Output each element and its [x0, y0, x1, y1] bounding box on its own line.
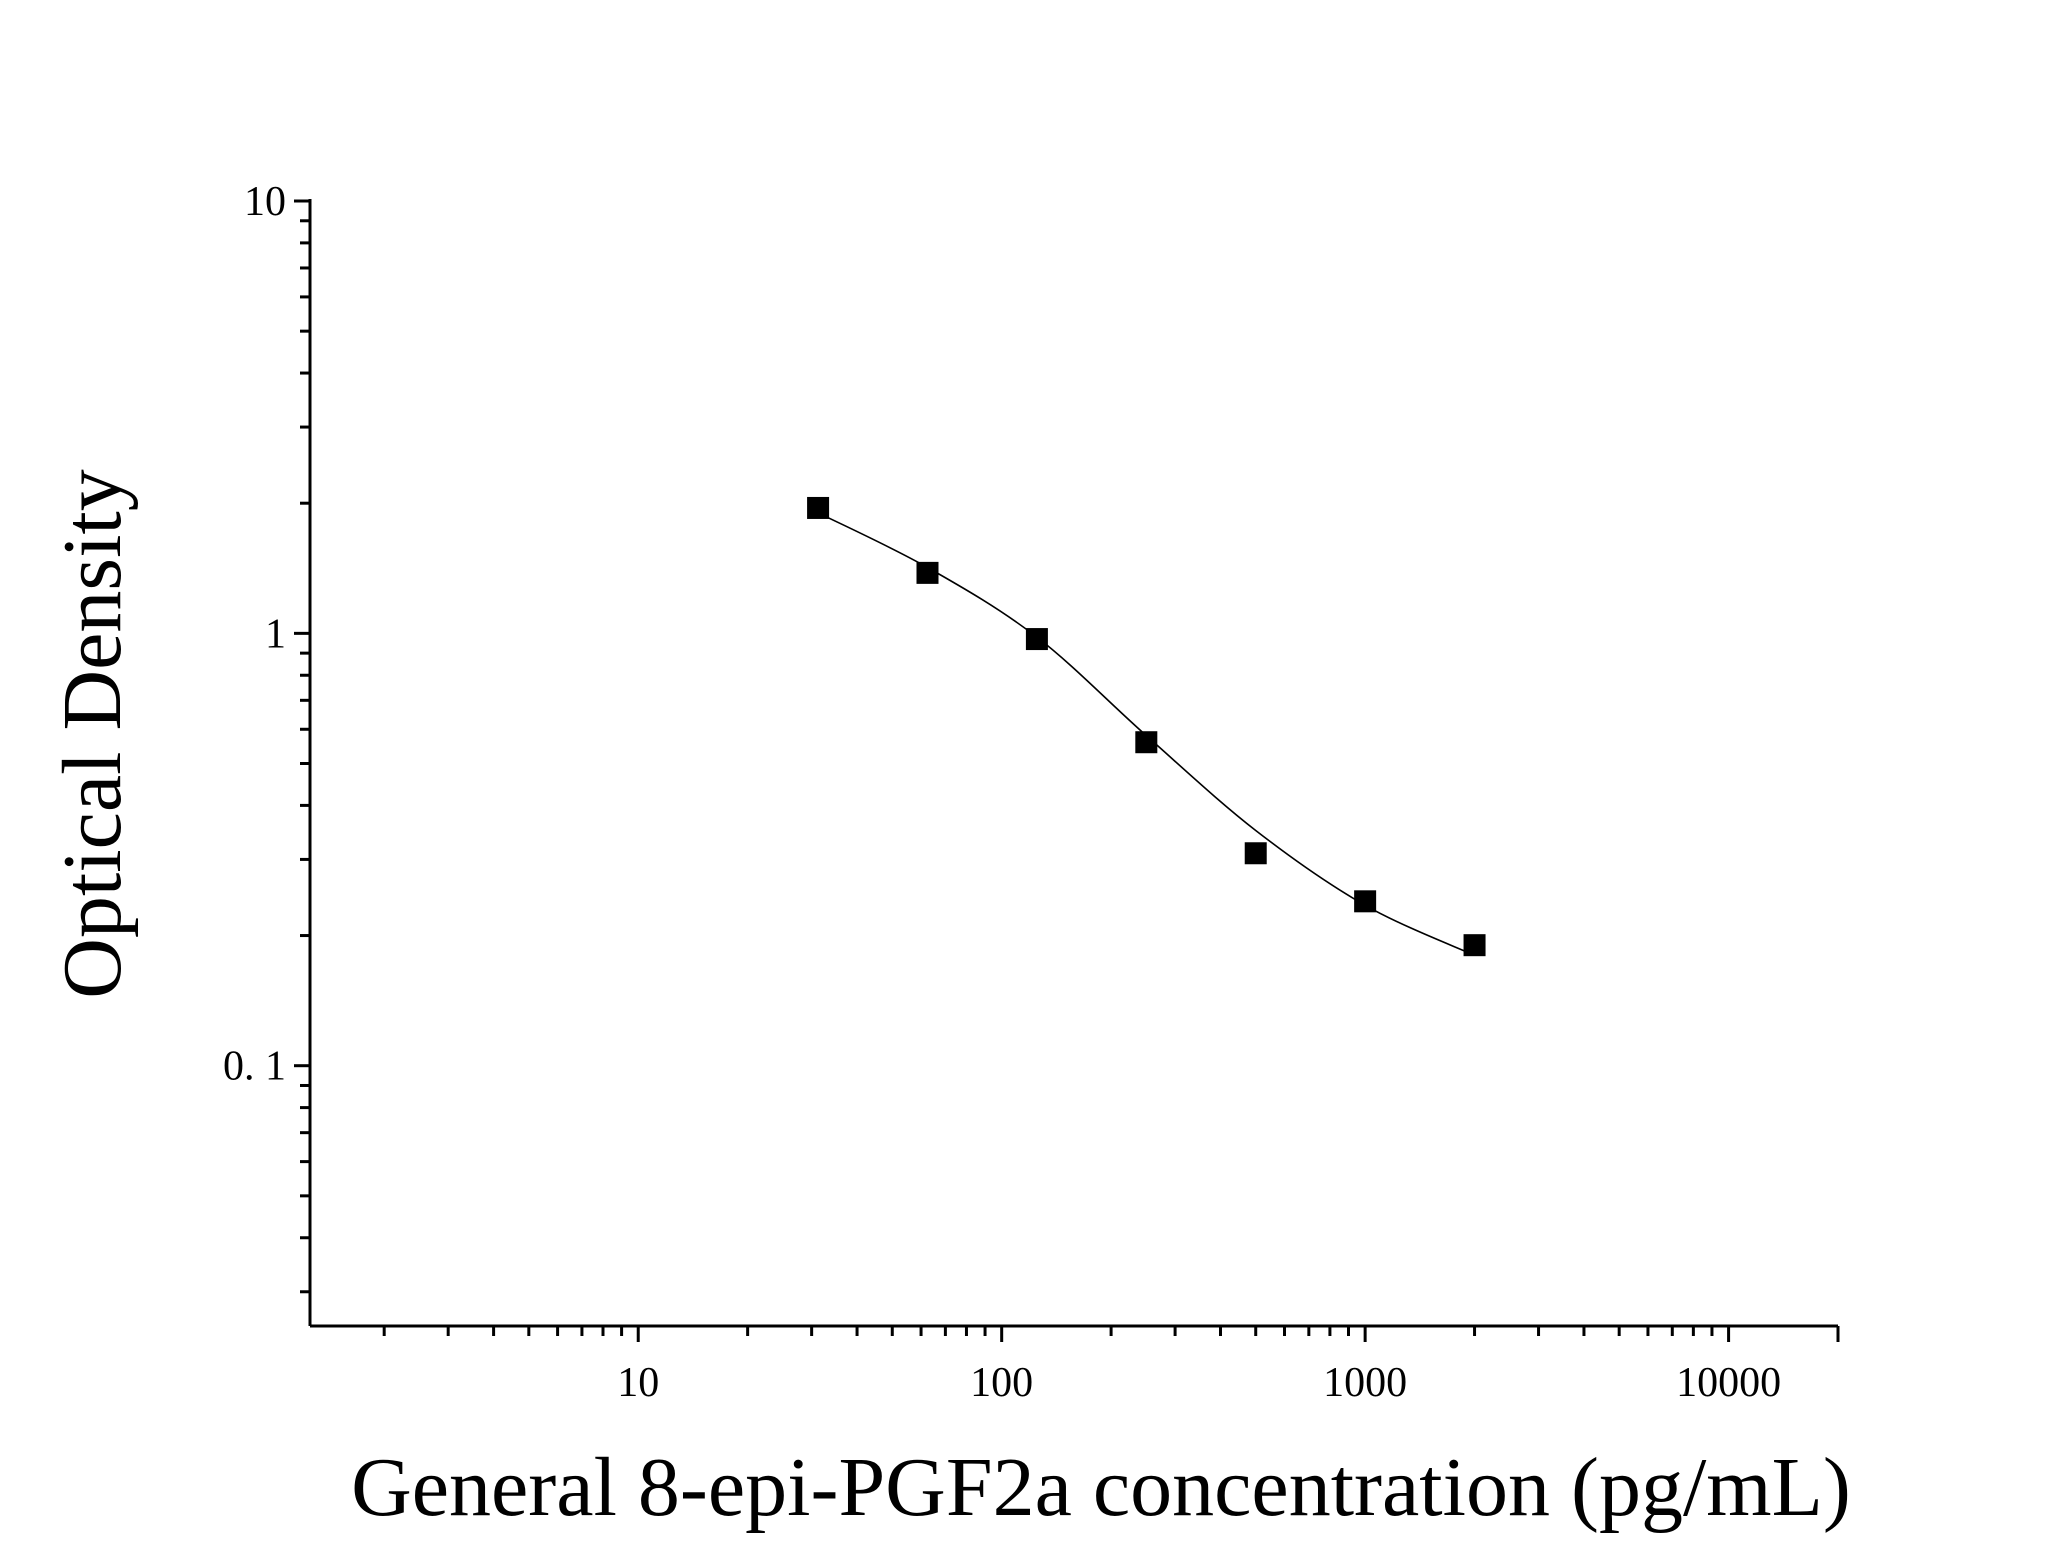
- data-point: [1135, 731, 1158, 754]
- data-point: [807, 496, 830, 519]
- y-tick-label: 10: [244, 179, 286, 225]
- data-point: [1025, 628, 1048, 651]
- x-tick-label: 1000: [1323, 1360, 1407, 1406]
- marks: [807, 496, 1486, 957]
- data-point: [1463, 934, 1486, 957]
- x-tick-label: 100: [970, 1360, 1033, 1406]
- data-point: [916, 561, 939, 584]
- y-axis-label: Optical Density: [46, 469, 139, 999]
- data-point: [1354, 890, 1377, 913]
- x-tick-label: 10000: [1676, 1360, 1781, 1406]
- y-tick-label: 0. 1: [223, 1044, 286, 1090]
- data-point: [1244, 842, 1267, 865]
- y-tick-label: 1: [265, 611, 286, 657]
- x-axis-label: General 8-epi-PGF2a concentration (pg/mL…: [351, 1441, 1851, 1534]
- x-tick-label: 10: [617, 1360, 659, 1406]
- axes: 10 100 1000 10000 10 1 0. 1: [223, 179, 1840, 1406]
